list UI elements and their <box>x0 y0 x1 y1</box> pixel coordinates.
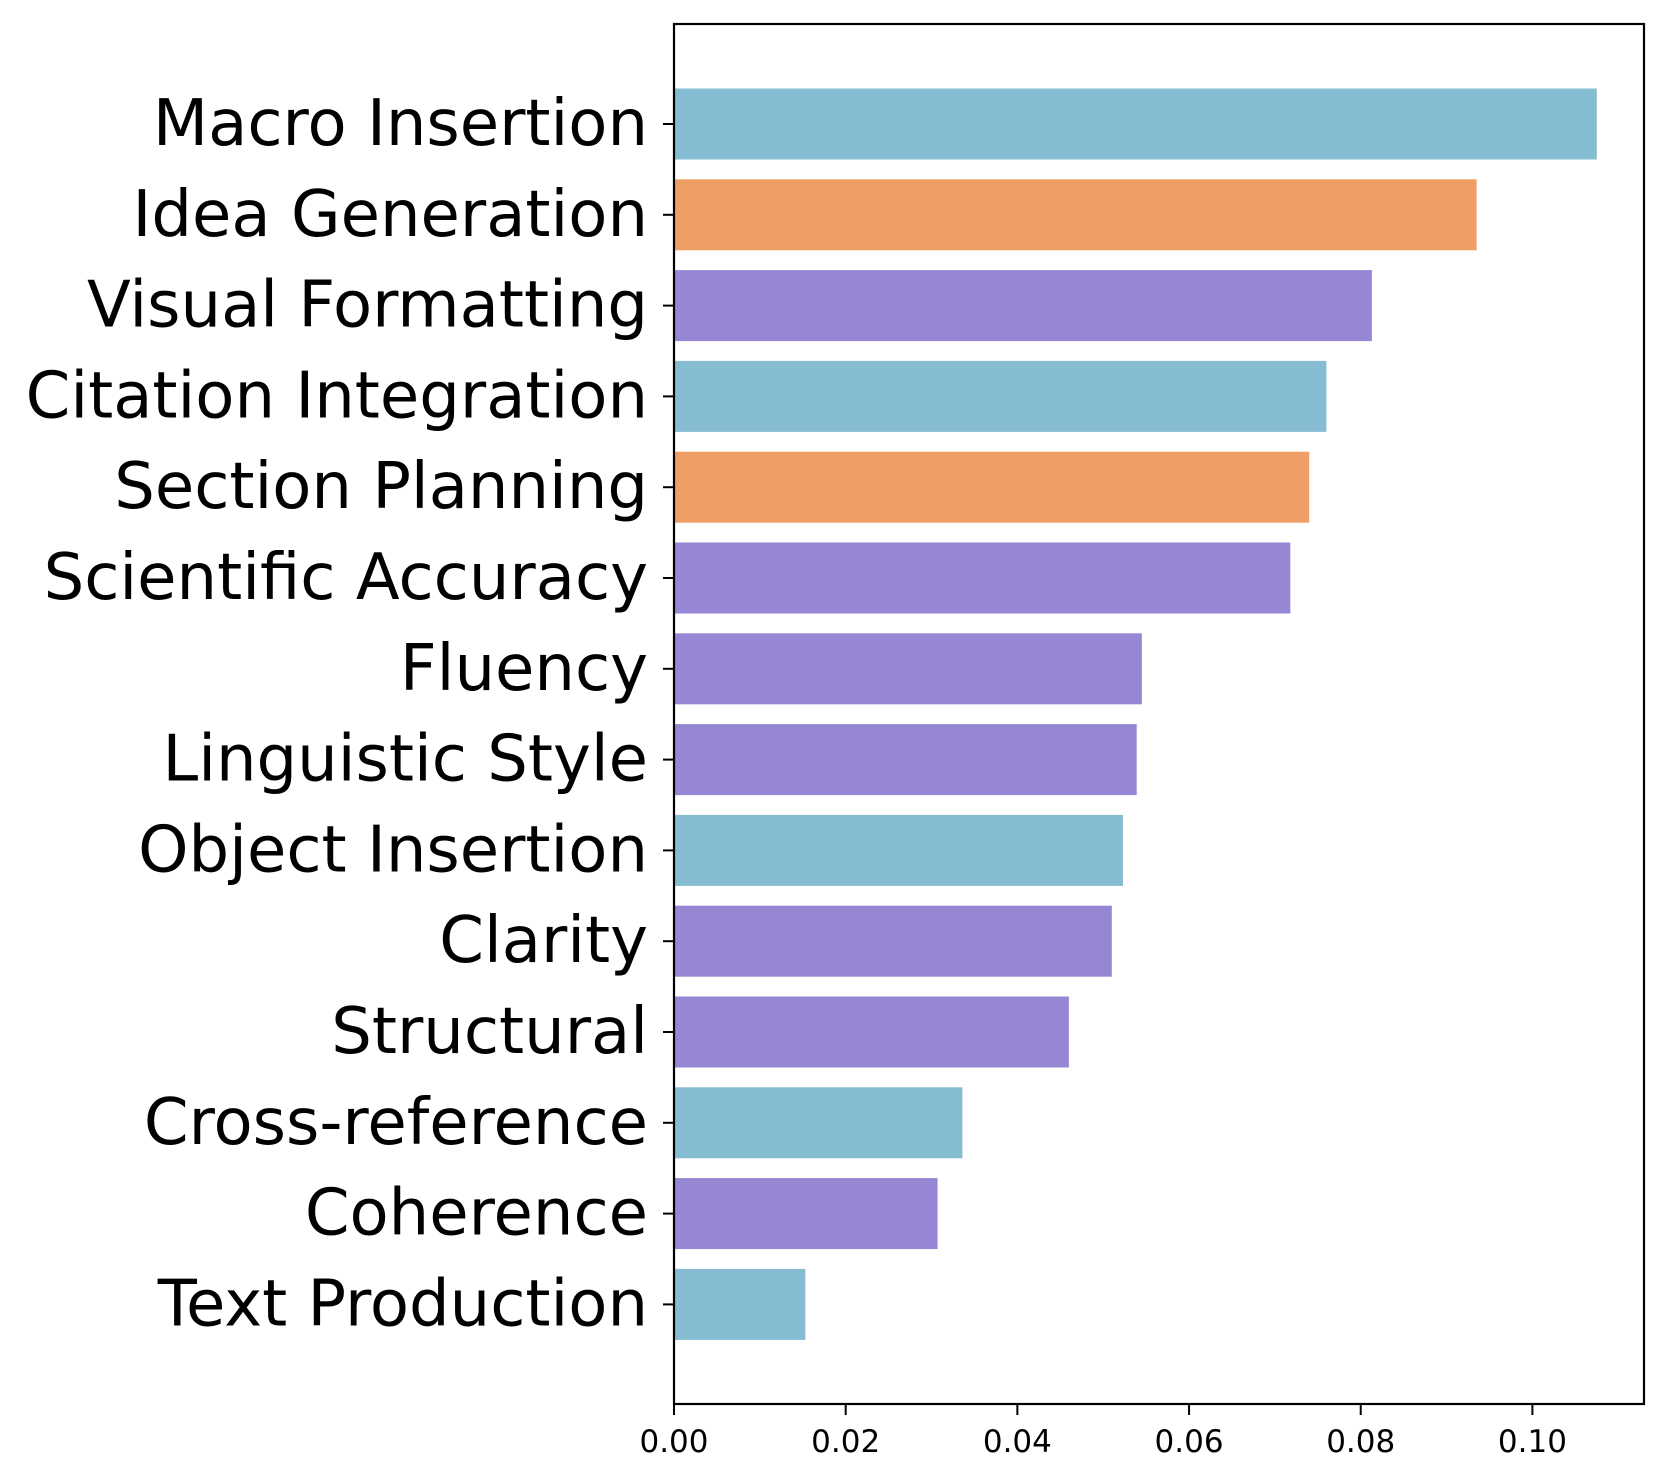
bar-fluency <box>674 633 1142 705</box>
y-tick-label-linguistic-style: Linguistic Style <box>163 723 648 797</box>
x-tick-label-1: 0.02 <box>811 1424 880 1460</box>
bar-coherence <box>674 1178 938 1250</box>
x-tick-label-0: 0.00 <box>639 1424 708 1460</box>
bar-cross-reference <box>674 1087 963 1159</box>
y-tick-label-scientific-accuracy: Scientific Accuracy <box>44 541 648 615</box>
x-tick-label-3: 0.06 <box>1155 1424 1224 1460</box>
x-tick-label-5: 0.10 <box>1498 1424 1567 1460</box>
y-tick-label-structural: Structural <box>331 995 648 1069</box>
bars-layer <box>674 88 1597 1340</box>
y-tick-label-object-insertion: Object Insertion <box>138 813 648 887</box>
bar-linguistic-style <box>674 724 1137 796</box>
y-tick-label-section-planning: Section Planning <box>114 450 648 524</box>
bar-structural <box>674 996 1069 1068</box>
bar-clarity <box>674 905 1112 977</box>
bar-object-insertion <box>674 814 1123 886</box>
bar-scientific-accuracy <box>674 542 1291 614</box>
x-tick-label-4: 0.08 <box>1326 1424 1395 1460</box>
y-tick-label-fluency: Fluency <box>400 632 648 706</box>
y-tick-label-macro-insertion: Macro Insertion <box>153 87 648 161</box>
plot-frame <box>672 22 1646 1406</box>
y-tick-label-idea-generation: Idea Generation <box>133 178 648 252</box>
bar-macro-insertion <box>674 88 1597 160</box>
bar-text-production <box>674 1268 806 1340</box>
y-axis: Macro Insertion Idea Generation Visual For… <box>26 87 674 1341</box>
bar-idea-generation <box>674 179 1477 251</box>
bar-citation-integration <box>674 360 1327 432</box>
x-axis: 0.00 0.02 0.04 0.06 0.08 0.10 <box>639 1404 1567 1460</box>
bar-section-planning <box>674 451 1310 523</box>
y-tick-label-cross-reference: Cross-reference <box>144 1086 648 1160</box>
y-tick-label-clarity: Clarity <box>439 904 648 978</box>
y-tick-label-visual-formatting: Visual Formatting <box>87 269 648 343</box>
y-tick-label-coherence: Coherence <box>305 1177 648 1251</box>
bar-visual-formatting <box>674 270 1372 342</box>
y-tick-label-citation-integration: Citation Integration <box>26 359 648 433</box>
y-tick-label-text-production: Text Production <box>157 1267 648 1341</box>
x-tick-label-2: 0.04 <box>983 1424 1052 1460</box>
